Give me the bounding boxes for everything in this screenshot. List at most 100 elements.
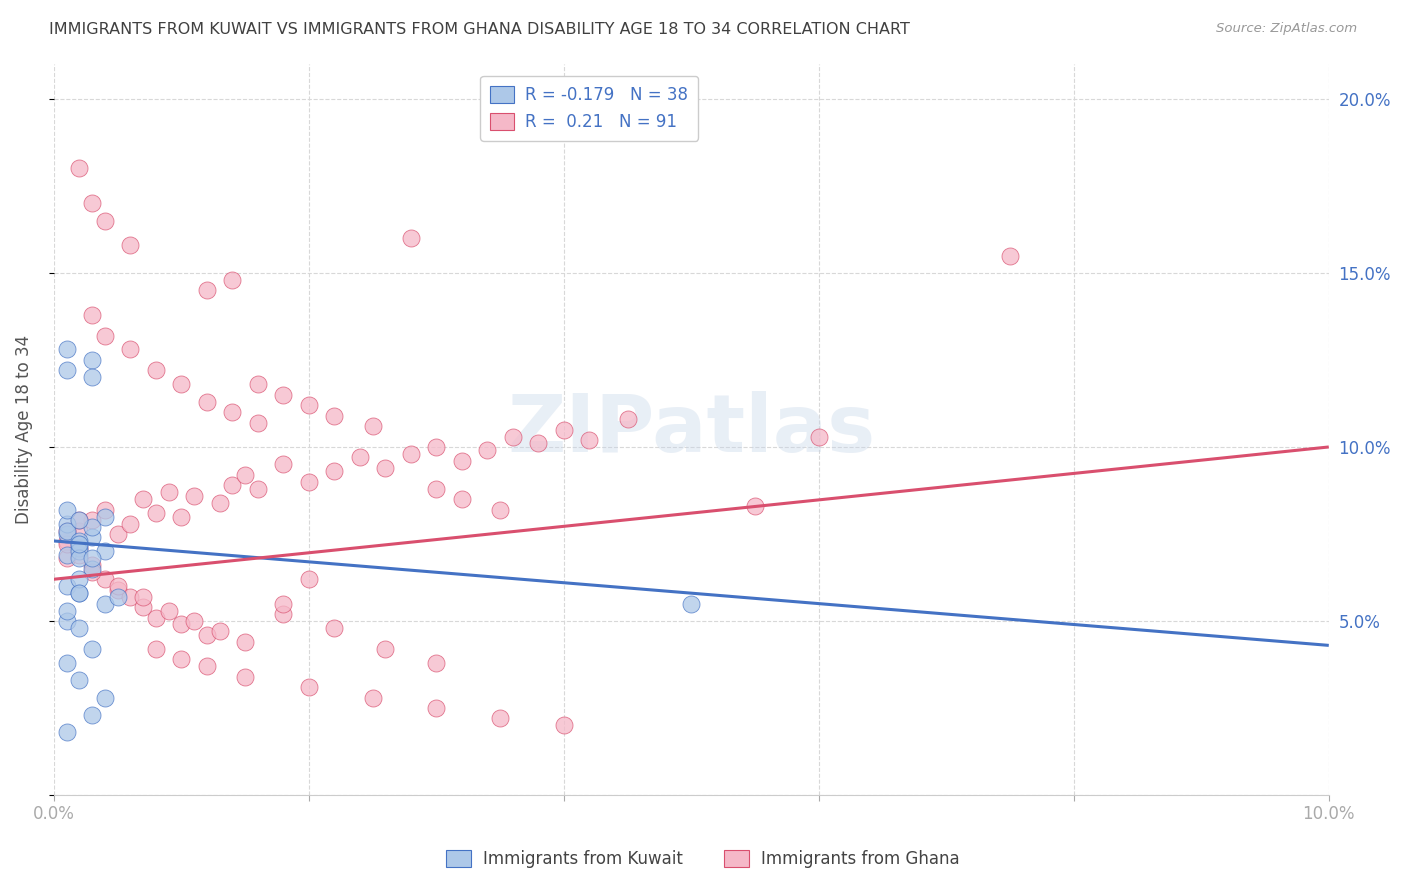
Point — [94, 509, 117, 524]
Point — [807, 429, 830, 443]
Point — [55, 343, 77, 357]
Point — [132, 590, 155, 604]
Point — [94, 213, 117, 227]
Point — [55, 516, 77, 531]
Point — [221, 405, 243, 419]
Point — [120, 343, 142, 357]
Point — [107, 527, 129, 541]
Point — [120, 238, 142, 252]
Point — [145, 363, 167, 377]
Point — [361, 419, 384, 434]
Point — [298, 572, 321, 586]
Point — [553, 423, 575, 437]
Point — [132, 600, 155, 615]
Point — [323, 464, 346, 478]
Point — [67, 673, 90, 688]
Point — [298, 475, 321, 489]
Point — [374, 641, 396, 656]
Point — [195, 283, 218, 297]
Point — [107, 579, 129, 593]
Point — [170, 377, 193, 392]
Point — [94, 572, 117, 586]
Text: IMMIGRANTS FROM KUWAIT VS IMMIGRANTS FROM GHANA DISABILITY AGE 18 TO 34 CORRELAT: IMMIGRANTS FROM KUWAIT VS IMMIGRANTS FRO… — [49, 22, 910, 37]
Point — [55, 502, 77, 516]
Point — [246, 377, 269, 392]
Point — [120, 516, 142, 531]
Point — [221, 478, 243, 492]
Point — [80, 531, 103, 545]
Point — [94, 690, 117, 705]
Point — [67, 586, 90, 600]
Point — [246, 482, 269, 496]
Point — [55, 603, 77, 617]
Point — [744, 499, 766, 513]
Point — [80, 513, 103, 527]
Point — [67, 544, 90, 558]
Point — [527, 436, 550, 450]
Point — [208, 496, 231, 510]
Point — [425, 482, 447, 496]
Point — [425, 656, 447, 670]
Point — [233, 635, 256, 649]
Point — [298, 680, 321, 694]
Point — [67, 537, 90, 551]
Point — [67, 572, 90, 586]
Point — [157, 603, 180, 617]
Point — [67, 551, 90, 566]
Point — [502, 429, 524, 443]
Point — [80, 196, 103, 211]
Point — [55, 524, 77, 538]
Point — [273, 597, 295, 611]
Point — [616, 412, 638, 426]
Point — [67, 537, 90, 551]
Point — [450, 454, 472, 468]
Point — [80, 520, 103, 534]
Point — [183, 489, 205, 503]
Point — [489, 711, 512, 725]
Point — [94, 328, 117, 343]
Point — [55, 656, 77, 670]
Point — [55, 527, 77, 541]
Point — [399, 447, 422, 461]
Point — [170, 652, 193, 666]
Point — [361, 690, 384, 705]
Point — [67, 548, 90, 562]
Point — [67, 513, 90, 527]
Point — [67, 621, 90, 635]
Point — [273, 388, 295, 402]
Point — [80, 641, 103, 656]
Point — [273, 607, 295, 621]
Point — [94, 544, 117, 558]
Point — [170, 617, 193, 632]
Point — [399, 231, 422, 245]
Point — [221, 273, 243, 287]
Point — [80, 566, 103, 580]
Point — [450, 492, 472, 507]
Point — [298, 398, 321, 412]
Point — [233, 670, 256, 684]
Point — [80, 308, 103, 322]
Point — [67, 586, 90, 600]
Point — [55, 614, 77, 628]
Point — [195, 394, 218, 409]
Text: ZIPatlas: ZIPatlas — [508, 391, 876, 468]
Point — [425, 701, 447, 715]
Point — [553, 718, 575, 732]
Point — [681, 597, 703, 611]
Point — [67, 513, 90, 527]
Text: Source: ZipAtlas.com: Source: ZipAtlas.com — [1216, 22, 1357, 36]
Point — [132, 492, 155, 507]
Point — [55, 725, 77, 739]
Point — [67, 161, 90, 176]
Point — [323, 621, 346, 635]
Point — [67, 524, 90, 538]
Point — [94, 597, 117, 611]
Point — [80, 708, 103, 723]
Point — [195, 659, 218, 673]
Point — [425, 440, 447, 454]
Point — [80, 353, 103, 368]
Point — [374, 460, 396, 475]
Point — [170, 509, 193, 524]
Point — [55, 537, 77, 551]
Y-axis label: Disability Age 18 to 34: Disability Age 18 to 34 — [15, 335, 32, 524]
